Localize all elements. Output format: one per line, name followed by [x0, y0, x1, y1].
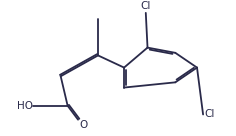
- Text: HO: HO: [17, 101, 33, 111]
- Text: Cl: Cl: [141, 1, 151, 11]
- Text: O: O: [79, 120, 87, 130]
- Text: Cl: Cl: [205, 109, 215, 119]
